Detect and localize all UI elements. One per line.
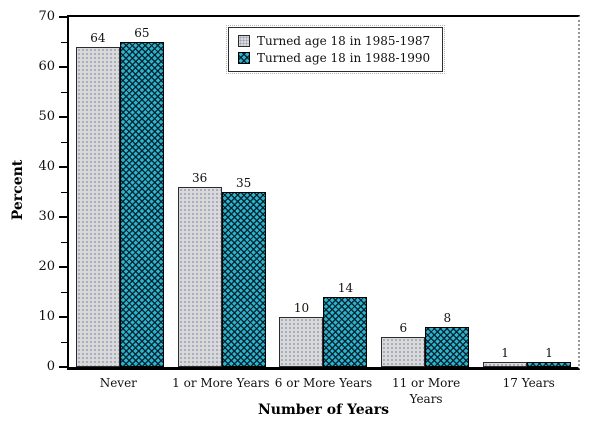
y-minor-tick (61, 142, 68, 143)
bar-series2 (527, 362, 572, 367)
x-category-label: Never (99, 376, 137, 390)
bar-wrap: 35 (221, 17, 266, 367)
bar-series1 (279, 317, 324, 367)
y-tick-label: 40 (38, 159, 55, 175)
x-category-label: 1 or More Years (172, 376, 270, 390)
y-tick-label: 60 (38, 59, 55, 74)
bar-value-label: 10 (293, 301, 310, 315)
y-tick-label: 10 (38, 309, 55, 325)
legend-swatch-series1 (238, 35, 250, 47)
bar-wrap: 64 (75, 17, 120, 367)
legend: Turned age 18 in 1985-1987 Turned age 18… (225, 25, 446, 74)
bar-value-label: 64 (90, 31, 106, 45)
y-major-tick (59, 316, 68, 319)
bar-series1 (381, 337, 426, 367)
y-minor-tick (61, 42, 68, 43)
bar-series2 (323, 297, 368, 367)
bar-wrap: 6 (381, 17, 426, 367)
y-major-tick (59, 216, 68, 218)
y-major-tick (59, 116, 68, 118)
y-major-tick (59, 366, 68, 368)
bar-series2 (119, 42, 164, 367)
bar-wrap: 10 (279, 17, 324, 367)
bar-value-label: 1 (501, 346, 509, 361)
bar-value-label: 6 (399, 321, 408, 335)
y-tick-label: 70 (38, 9, 55, 24)
y-minor-tick (61, 242, 68, 243)
x-axis-category-labels: Never 1 or More Years 6 or More Years 11 or… (67, 375, 580, 406)
y-tick-label: 0 (46, 359, 55, 374)
y-minor-tick (61, 292, 68, 293)
bar-value-label: 35 (236, 176, 252, 190)
bar-wrap: 1 (527, 17, 572, 367)
bar-group: 10 14 (273, 17, 375, 367)
bar-series2 (221, 192, 266, 367)
bar-group: 64 65 (69, 17, 171, 367)
legend-item: Turned age 18 in 1988-1990 (238, 51, 430, 65)
bar-value-label: 36 (192, 171, 208, 185)
y-major-tick (59, 16, 68, 18)
bar-value-label: 65 (134, 26, 150, 41)
x-category-label: 6 or More Years (274, 376, 373, 390)
y-major-tick (59, 66, 68, 68)
x-axis-title: Number of Years (258, 402, 389, 418)
y-tick-label: 50 (38, 109, 55, 124)
bar-value-label: 8 (443, 311, 452, 325)
bar-wrap: 65 (119, 17, 164, 367)
y-axis-title: Percent (10, 159, 26, 221)
y-major-tick (59, 266, 68, 269)
y-minor-tick (61, 192, 68, 193)
bar-series2 (425, 327, 470, 367)
y-minor-tick (61, 342, 68, 344)
legend-item: Turned age 18 in 1985-1987 (238, 34, 430, 48)
plot-area: 64 65 36 35 10 14 6 8 1 1 Turned age 18 in 1985-1… (38, 10, 580, 373)
x-category-label: 17 Years (502, 376, 555, 390)
bars-layer: 64 65 36 35 10 14 6 8 1 1 (69, 17, 578, 367)
bar-series1 (177, 187, 222, 367)
bar-series1 (75, 47, 120, 367)
legend-label-series2: Turned age 18 in 1988-1990 (257, 51, 431, 65)
bar-value-label: 1 (545, 346, 553, 361)
bar-wrap: 36 (177, 17, 222, 367)
bar-group: 36 35 (171, 17, 273, 367)
y-tick-label: 30 (38, 209, 55, 224)
bar-wrap: 8 (425, 17, 470, 367)
y-tick-label: 20 (38, 259, 55, 275)
bar-wrap: 1 (483, 17, 528, 367)
y-major-tick (59, 166, 68, 169)
y-minor-tick (61, 92, 68, 93)
bar-value-label: 14 (337, 281, 354, 295)
bar-series1 (483, 362, 528, 367)
legend-label-series1: Turned age 18 in 1985-1987 (257, 34, 431, 48)
legend-swatch-series2 (238, 52, 250, 64)
bar-wrap: 14 (323, 17, 368, 367)
x-category-label: 11 or More Years (391, 376, 461, 406)
